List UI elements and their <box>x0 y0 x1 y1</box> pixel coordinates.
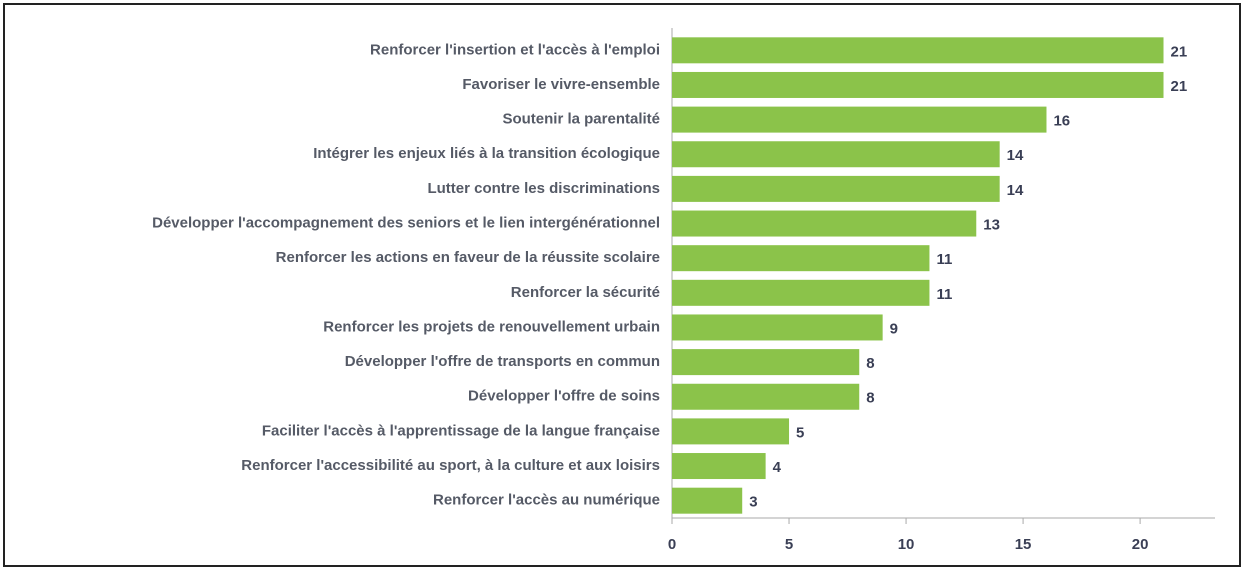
x-tick-label: 10 <box>898 536 915 553</box>
x-tick-label: 5 <box>785 536 793 553</box>
value-label: 21 <box>1171 78 1188 95</box>
value-label: 16 <box>1053 113 1070 130</box>
bar <box>672 453 766 480</box>
bar <box>672 279 930 306</box>
y-tick-label: Favoriser le vivre-ensemble <box>462 76 660 93</box>
value-label: 5 <box>796 424 804 441</box>
value-label: 3 <box>749 494 757 511</box>
bar <box>672 71 1164 98</box>
y-tick-label: Développer l'offre de transports en comm… <box>345 353 660 370</box>
value-label: 8 <box>866 355 874 372</box>
frame <box>3 3 1241 567</box>
x-tick-label: 0 <box>668 536 676 553</box>
bar <box>672 487 743 514</box>
bar <box>672 314 883 341</box>
value-label: 11 <box>936 286 952 303</box>
y-tick-label: Faciliter l'accès à l'apprentissage de l… <box>262 422 660 439</box>
y-tick-label: Renforcer les projets de renouvellement … <box>323 318 660 335</box>
bar <box>672 245 930 272</box>
y-tick-label: Développer l'accompagnement des seniors … <box>152 215 660 232</box>
y-tick-label: Renforcer l'accès au numérique <box>433 492 660 509</box>
bar <box>672 383 860 410</box>
value-label: 8 <box>866 390 874 407</box>
y-tick-label: Renforcer les actions en faveur de la ré… <box>276 249 660 266</box>
value-label: 11 <box>936 251 952 268</box>
bar <box>672 418 790 445</box>
value-label: 14 <box>1007 147 1024 164</box>
value-label: 14 <box>1007 182 1024 199</box>
bar <box>672 175 1000 202</box>
value-label: 9 <box>890 320 898 337</box>
value-label: 13 <box>983 217 1000 234</box>
x-tick-label: 20 <box>1132 536 1149 553</box>
y-tick-label: Lutter contre les discriminations <box>427 180 660 197</box>
bar <box>672 349 860 376</box>
value-label: 4 <box>773 459 782 476</box>
bar <box>672 37 1164 64</box>
y-tick-label: Renforcer l'insertion et l'accès à l'emp… <box>370 41 660 58</box>
bar <box>672 141 1000 168</box>
y-tick-label: Intégrer les enjeux liés à la transition… <box>313 145 660 162</box>
y-tick-label: Renforcer la sécurité <box>511 284 660 301</box>
y-tick-label: Renforcer l'accessibilité au sport, à la… <box>241 457 660 474</box>
bar <box>672 106 1047 133</box>
x-tick-label: 15 <box>1015 536 1032 553</box>
value-label: 21 <box>1171 43 1188 60</box>
y-tick-label: Soutenir la parentalité <box>502 111 660 128</box>
bar <box>672 210 977 237</box>
y-tick-label: Développer l'offre de soins <box>468 388 660 405</box>
